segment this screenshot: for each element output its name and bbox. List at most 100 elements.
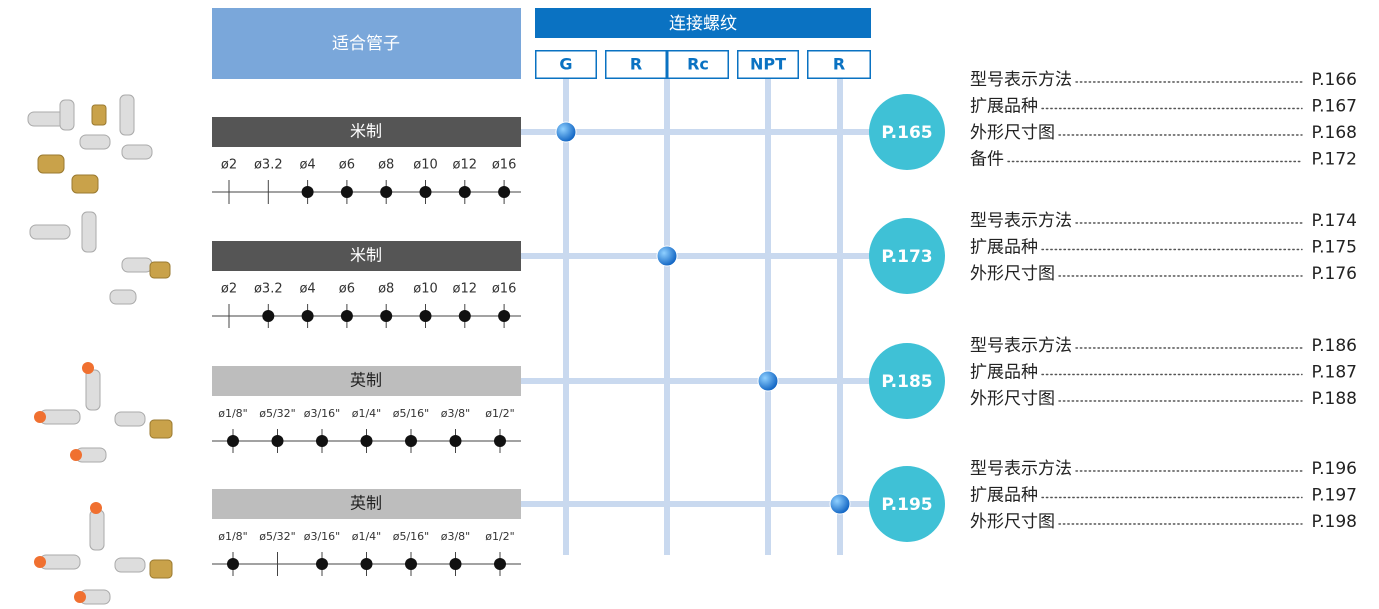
size-dot bbox=[449, 558, 462, 570]
link-label: 外形尺寸图 bbox=[970, 512, 1055, 532]
size-label: ø1/8" bbox=[218, 530, 248, 543]
link-page: P.168 bbox=[1312, 123, 1357, 143]
link-label: 外形尺寸图 bbox=[970, 264, 1055, 284]
size-label: ø3/8" bbox=[441, 407, 471, 420]
size-dot bbox=[380, 310, 393, 322]
link-page: P.186 bbox=[1312, 336, 1357, 356]
size-label: ø3/16" bbox=[304, 407, 341, 420]
size-label: ø5/16" bbox=[393, 407, 430, 420]
thread-label: NPT bbox=[750, 55, 786, 74]
system-label: 米制 bbox=[350, 246, 382, 265]
link-page: P.187 bbox=[1312, 363, 1357, 383]
link-label: 型号表示方法 bbox=[970, 459, 1072, 479]
size-dot bbox=[458, 186, 471, 198]
size-dot bbox=[227, 435, 239, 447]
size-label: ø4 bbox=[299, 282, 315, 297]
thread-header bbox=[535, 8, 871, 38]
size-label: ø16 bbox=[492, 282, 517, 297]
size-dot bbox=[301, 186, 314, 198]
system-bar bbox=[212, 366, 521, 396]
connector-line bbox=[521, 501, 881, 507]
link-label: 外形尺寸图 bbox=[970, 123, 1055, 143]
size-dot bbox=[498, 186, 511, 198]
size-label: ø4 bbox=[299, 158, 315, 173]
thread-label: R bbox=[833, 55, 845, 74]
size-dot bbox=[494, 558, 506, 570]
link-page: P.175 bbox=[1312, 238, 1357, 258]
system-bar bbox=[212, 241, 521, 271]
page-circle bbox=[869, 343, 945, 419]
link-page: P.197 bbox=[1312, 486, 1357, 506]
thread-label: Rc bbox=[687, 55, 709, 74]
size-label: ø12 bbox=[453, 158, 478, 173]
size-dot bbox=[262, 310, 275, 322]
system-label: 米制 bbox=[350, 122, 382, 141]
link-label: 型号表示方法 bbox=[970, 70, 1072, 90]
size-dot bbox=[340, 186, 353, 198]
connector-line bbox=[521, 129, 881, 135]
link-label: 扩展品种 bbox=[970, 97, 1038, 117]
page-badge: P.173 bbox=[881, 247, 932, 267]
size-dot bbox=[449, 435, 462, 447]
thread-dot bbox=[757, 370, 779, 392]
link-label: 型号表示方法 bbox=[970, 336, 1072, 356]
system-label: 英制 bbox=[350, 371, 382, 390]
link-label: 扩展品种 bbox=[970, 363, 1038, 383]
size-label: ø2 bbox=[221, 282, 237, 297]
size-dot bbox=[494, 435, 506, 447]
page-badge: P.185 bbox=[881, 372, 932, 392]
size-dot bbox=[498, 310, 511, 322]
size-label: ø1/4" bbox=[352, 407, 382, 420]
content: G R Rc NPT R 米制 ø2 ø3.2 ø4 ø6 ø8 ø10 ø12 ø16 P.165 型号表示… bbox=[212, 50, 1357, 576]
size-label: ø6 bbox=[339, 158, 355, 173]
size-label: ø1/8" bbox=[218, 407, 248, 420]
size-label: ø10 bbox=[413, 158, 438, 173]
link-page: P.196 bbox=[1312, 459, 1357, 479]
size-dot bbox=[419, 186, 432, 198]
page-badge: P.165 bbox=[881, 123, 932, 143]
link-label: 型号表示方法 bbox=[970, 211, 1072, 231]
link-page: P.166 bbox=[1312, 70, 1357, 90]
size-label: ø6 bbox=[339, 282, 355, 297]
thread-box bbox=[605, 50, 667, 79]
size-label: ø3.2 bbox=[254, 282, 283, 297]
size-label: ø5/32" bbox=[259, 407, 296, 420]
size-dot bbox=[301, 310, 314, 322]
size-dot bbox=[405, 558, 417, 570]
connector-lines bbox=[563, 79, 843, 555]
link-label: 扩展品种 bbox=[970, 238, 1038, 258]
link-page: P.167 bbox=[1312, 97, 1357, 117]
system-label: 英制 bbox=[350, 494, 382, 513]
size-label: ø10 bbox=[413, 282, 438, 297]
size-label: ø1/2" bbox=[485, 530, 515, 543]
page-circle bbox=[869, 218, 945, 294]
system-bar bbox=[212, 117, 521, 147]
size-label: ø3/8" bbox=[441, 530, 471, 543]
link-page: P.174 bbox=[1312, 211, 1357, 231]
link-page: P.176 bbox=[1312, 264, 1357, 284]
page-circle bbox=[869, 466, 945, 542]
connector-line bbox=[521, 378, 881, 384]
thread-box bbox=[737, 50, 799, 79]
thread-dot bbox=[829, 493, 851, 515]
size-label: ø1/2" bbox=[485, 407, 515, 420]
page-badge: P.195 bbox=[881, 495, 932, 515]
size-label: ø16 bbox=[492, 158, 517, 173]
size-label: ø3.2 bbox=[254, 158, 283, 173]
thread-box bbox=[535, 50, 597, 79]
thread-box bbox=[667, 50, 729, 79]
size-label: ø12 bbox=[453, 282, 478, 297]
size-dot bbox=[360, 558, 373, 570]
size-dot bbox=[227, 558, 239, 570]
size-label: ø8 bbox=[378, 282, 394, 297]
size-dot bbox=[340, 310, 353, 322]
thread-label: G bbox=[559, 55, 572, 74]
link-label: 备件 bbox=[970, 150, 1004, 170]
size-label: ø5/16" bbox=[393, 530, 430, 543]
size-dot bbox=[380, 186, 393, 198]
connector-line bbox=[521, 253, 881, 259]
thread-label: R bbox=[630, 55, 642, 74]
size-dot bbox=[458, 310, 471, 322]
link-page: P.172 bbox=[1312, 150, 1357, 170]
